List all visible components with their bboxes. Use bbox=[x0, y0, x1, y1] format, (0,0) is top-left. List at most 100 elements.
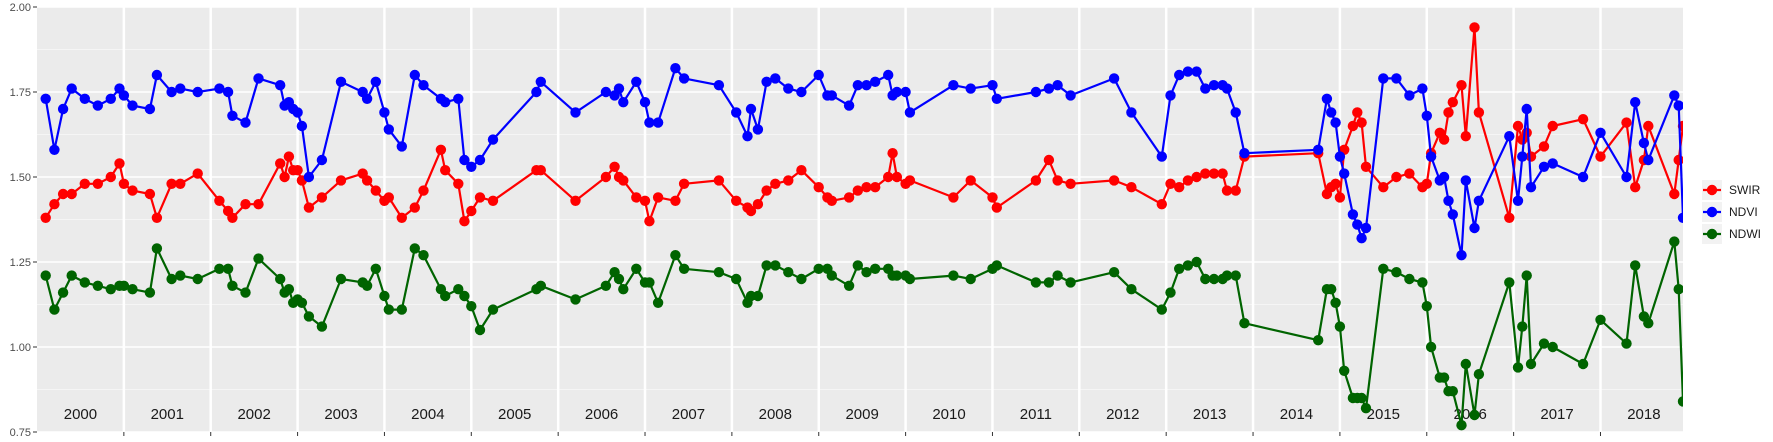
data-point bbox=[1425, 341, 1437, 353]
legend-key-point bbox=[1706, 228, 1718, 240]
data-point bbox=[1504, 277, 1515, 288]
data-point bbox=[1595, 151, 1606, 162]
data-point bbox=[1356, 392, 1367, 404]
data-point bbox=[105, 284, 117, 295]
data-point bbox=[613, 83, 625, 94]
data-point bbox=[813, 263, 824, 274]
data-point bbox=[535, 165, 546, 176]
data-point bbox=[49, 199, 60, 210]
data-point bbox=[1182, 66, 1194, 77]
data-point bbox=[105, 93, 117, 105]
data-point bbox=[861, 80, 872, 91]
data-point bbox=[1126, 182, 1137, 193]
data-point bbox=[118, 280, 130, 291]
data-point bbox=[1339, 365, 1350, 376]
data-point bbox=[1108, 73, 1120, 84]
year-label: 2013 bbox=[1193, 406, 1226, 423]
data-point bbox=[1126, 284, 1137, 295]
data-point bbox=[1221, 185, 1233, 196]
data-point bbox=[316, 321, 328, 332]
data-point bbox=[948, 192, 959, 203]
data-point bbox=[144, 103, 156, 115]
data-point bbox=[783, 83, 794, 94]
data-point bbox=[1669, 188, 1680, 200]
data-point bbox=[1469, 222, 1480, 234]
data-point bbox=[118, 178, 130, 189]
data-point bbox=[1677, 396, 1683, 407]
data-point bbox=[1421, 110, 1433, 122]
data-point bbox=[459, 216, 470, 227]
data-point bbox=[214, 195, 225, 206]
data-point bbox=[418, 250, 429, 261]
data-point bbox=[370, 76, 381, 88]
data-point bbox=[1334, 321, 1346, 332]
data-point bbox=[1321, 93, 1333, 105]
data-point bbox=[1577, 358, 1589, 370]
data-point bbox=[1473, 369, 1485, 380]
data-point bbox=[731, 273, 742, 285]
data-point bbox=[222, 86, 234, 98]
data-point bbox=[175, 270, 186, 281]
data-point bbox=[175, 83, 186, 94]
data-point bbox=[435, 144, 447, 155]
data-point bbox=[618, 284, 629, 295]
data-point bbox=[1043, 154, 1055, 166]
data-point bbox=[440, 290, 451, 302]
data-point bbox=[1360, 403, 1372, 414]
data-point bbox=[713, 175, 725, 186]
data-point bbox=[826, 90, 837, 101]
data-point bbox=[1200, 83, 1211, 94]
data-point bbox=[1230, 107, 1241, 118]
data-point bbox=[1352, 219, 1363, 230]
data-point bbox=[227, 212, 238, 223]
data-point bbox=[466, 161, 477, 172]
data-point bbox=[861, 182, 872, 193]
data-point bbox=[144, 188, 156, 200]
data-point bbox=[474, 154, 486, 166]
series-ndvi bbox=[40, 62, 1683, 261]
data-point bbox=[283, 284, 295, 295]
data-point bbox=[1469, 409, 1480, 421]
data-point bbox=[379, 290, 390, 302]
data-point bbox=[335, 175, 347, 186]
data-point bbox=[870, 182, 881, 193]
data-point bbox=[1438, 134, 1450, 145]
data-point bbox=[1313, 335, 1324, 346]
data-point bbox=[1352, 107, 1363, 118]
data-point bbox=[870, 76, 881, 88]
data-point bbox=[1447, 97, 1459, 108]
data-point bbox=[66, 188, 77, 200]
data-point bbox=[1460, 358, 1472, 370]
data-point bbox=[1347, 209, 1359, 220]
data-point bbox=[639, 97, 651, 108]
data-point bbox=[316, 192, 328, 203]
data-point bbox=[335, 76, 347, 88]
data-point bbox=[275, 273, 286, 285]
data-point bbox=[1200, 273, 1211, 285]
data-point bbox=[1043, 277, 1055, 288]
data-point bbox=[570, 195, 581, 206]
data-point bbox=[303, 311, 315, 322]
data-point bbox=[761, 185, 772, 196]
data-point bbox=[1330, 297, 1341, 308]
data-point bbox=[600, 280, 612, 291]
data-point bbox=[987, 192, 998, 203]
data-point bbox=[1447, 386, 1459, 397]
data-point bbox=[1404, 90, 1415, 101]
data-point bbox=[1326, 107, 1337, 118]
data-point bbox=[1065, 90, 1076, 101]
data-point bbox=[1182, 260, 1194, 271]
data-point bbox=[49, 304, 60, 315]
data-point bbox=[175, 178, 186, 189]
data-point bbox=[1460, 131, 1472, 142]
data-point bbox=[900, 86, 911, 98]
data-point bbox=[253, 199, 264, 210]
data-point bbox=[192, 273, 203, 285]
data-point bbox=[227, 110, 238, 122]
data-point bbox=[826, 270, 837, 281]
data-point bbox=[631, 263, 642, 274]
data-point bbox=[1052, 80, 1063, 91]
data-point bbox=[1538, 141, 1550, 152]
data-point bbox=[852, 185, 863, 196]
data-point bbox=[1443, 107, 1454, 118]
